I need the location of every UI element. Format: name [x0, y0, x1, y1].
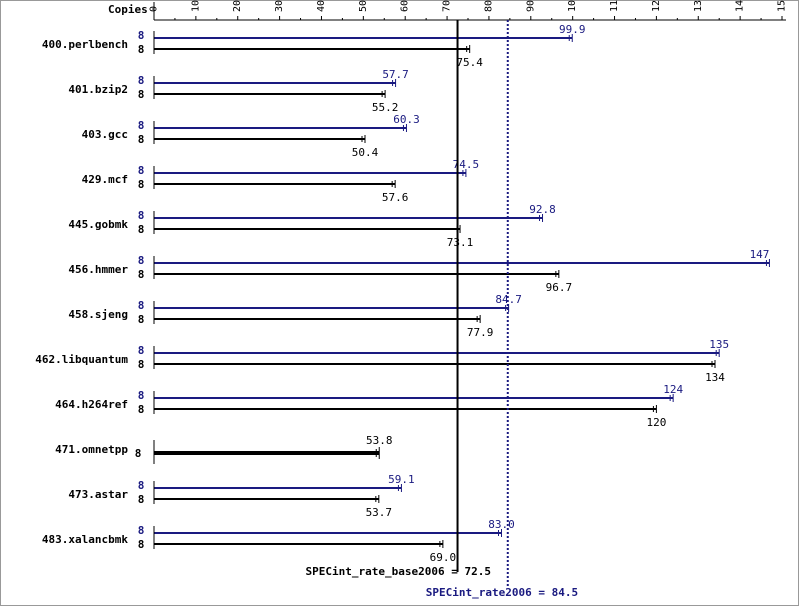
benchmark-row: 462.libquantum 8 135 8 134	[35, 338, 729, 384]
tick-label: 80.0	[483, 0, 494, 12]
benchmark-name: 401.bzip2	[68, 83, 128, 96]
base-value-label: 73.1	[447, 236, 474, 249]
base-copies: 8	[138, 223, 145, 236]
peak-value-label: 99.9	[559, 23, 586, 36]
benchmark-row: 483.xalancbmk 8 83.0 8 69.0	[42, 518, 515, 564]
benchmark-row: 445.gobmk 8 92.8 8 73.1	[68, 203, 555, 249]
benchmark-rows: 400.perlbench 8 99.9 8 75.4 401.bzip2 8 57.7 8 55…	[35, 23, 770, 564]
peak-copies: 8	[138, 29, 145, 42]
base-value-label: 120	[646, 416, 666, 429]
base-value-label: 55.2	[372, 101, 399, 114]
base-copies: 8	[138, 493, 145, 506]
base-value-label: 96.7	[546, 281, 573, 294]
base-copies: 8	[138, 178, 145, 191]
peak-copies: 8	[138, 479, 145, 492]
benchmark-row: 456.hmmer 8 147 8 96.7	[68, 248, 770, 294]
benchmark-row: 429.mcf 8 74.5 8 57.6	[82, 158, 480, 204]
base-copies: 8	[138, 43, 145, 56]
peak-copies: 8	[138, 209, 145, 222]
tick-label: 50.0	[358, 0, 369, 12]
benchmark-row: 458.sjeng 8 84.7 8 77.9	[68, 293, 521, 339]
benchmark-row: 400.perlbench 8 99.9 8 75.4	[42, 23, 586, 69]
benchmark-row: 401.bzip2 8 57.7 8 55.2	[68, 68, 408, 114]
base-copies: 8	[138, 538, 145, 551]
benchmark-name: 462.libquantum	[35, 353, 128, 366]
base-mean-label: SPECint_rate_base2006 = 72.5	[306, 565, 491, 578]
tick-label: 90.0	[525, 0, 536, 12]
peak-copies: 8	[138, 74, 145, 87]
peak-value-label: 84.7	[495, 293, 522, 306]
base-copies: 8	[138, 133, 145, 146]
tick-label: 110	[609, 0, 620, 12]
base-copies: 8	[135, 447, 142, 460]
benchmark-name: 471.omnetpp	[55, 443, 128, 456]
base-value-label: 134	[705, 371, 725, 384]
benchmark-name: 458.sjeng	[68, 308, 128, 321]
peak-copies: 8	[138, 164, 145, 177]
benchmark-name: 429.mcf	[82, 173, 128, 186]
peak-copies: 8	[138, 299, 145, 312]
peak-value-label: 57.7	[382, 68, 409, 81]
tick-label: 100	[567, 0, 578, 12]
peak-value-label: 92.8	[529, 203, 556, 216]
peak-value-label: 147	[750, 248, 770, 261]
benchmark-name: 403.gcc	[82, 128, 128, 141]
peak-copies: 8	[138, 524, 145, 537]
base-value-label: 53.8	[366, 434, 393, 447]
base-value-label: 77.9	[467, 326, 494, 339]
base-value-label: 57.6	[382, 191, 409, 204]
peak-value-label: 124	[663, 383, 683, 396]
benchmark-name: 483.xalancbmk	[42, 533, 128, 546]
tick-label: 20.0	[232, 0, 243, 12]
tick-label: 60.0	[400, 0, 411, 12]
tick-label: 70.0	[442, 0, 453, 12]
peak-copies: 8	[138, 344, 145, 357]
tick-label: 120	[651, 0, 662, 12]
tick-label: 10.0	[190, 0, 201, 12]
peak-mean-label: SPECint_rate2006 = 84.5	[426, 586, 578, 599]
base-copies: 8	[138, 403, 145, 416]
base-copies: 8	[138, 313, 145, 326]
benchmark-name: 445.gobmk	[68, 218, 128, 231]
x-axis-ticks: 0 10.0 20.0 30.0 40.0 50.0 60.0 70.0 80.0 90.0 100…	[149, 0, 788, 20]
benchmark-name: 400.perlbench	[42, 38, 128, 51]
peak-copies: 8	[138, 119, 145, 132]
benchmark-row: 464.h264ref 8 124 8 120	[55, 383, 683, 429]
base-copies: 8	[138, 88, 145, 101]
tick-label: 150	[777, 0, 788, 12]
benchmark-name: 456.hmmer	[68, 263, 128, 276]
base-copies: 8	[138, 358, 145, 371]
base-value-label: 69.0	[430, 551, 457, 564]
benchmark-name: 464.h264ref	[55, 398, 128, 411]
benchmark-row: 403.gcc 8 60.3 8 50.4	[82, 113, 420, 159]
peak-value-label: 59.1	[388, 473, 415, 486]
base-copies: 8	[138, 268, 145, 281]
peak-copies: 8	[138, 389, 145, 402]
tick-label: 30.0	[274, 0, 285, 12]
mean-lines: SPECint_rate_base2006 = 72.5 SPECint_rate…	[306, 20, 578, 599]
tick-label: 40.0	[316, 0, 327, 12]
benchmark-row: 473.astar 8 59.1 8 53.7	[68, 473, 414, 519]
tick-label: 140	[735, 0, 746, 12]
base-value-label: 50.4	[352, 146, 379, 159]
tick-label: 0	[149, 6, 160, 12]
benchmark-name: 473.astar	[68, 488, 128, 501]
peak-value-label: 135	[709, 338, 729, 351]
peak-value-label: 74.5	[453, 158, 480, 171]
copies-axis-title: Copies	[108, 3, 148, 16]
peak-value-label: 83.0	[488, 518, 515, 531]
peak-value-label: 60.3	[393, 113, 420, 126]
base-value-label: 75.4	[456, 56, 483, 69]
base-value-label: 53.7	[366, 506, 393, 519]
tick-label: 130	[693, 0, 704, 12]
benchmark-row: 471.omnetpp 8 53.8	[55, 434, 392, 464]
peak-copies: 8	[138, 254, 145, 267]
